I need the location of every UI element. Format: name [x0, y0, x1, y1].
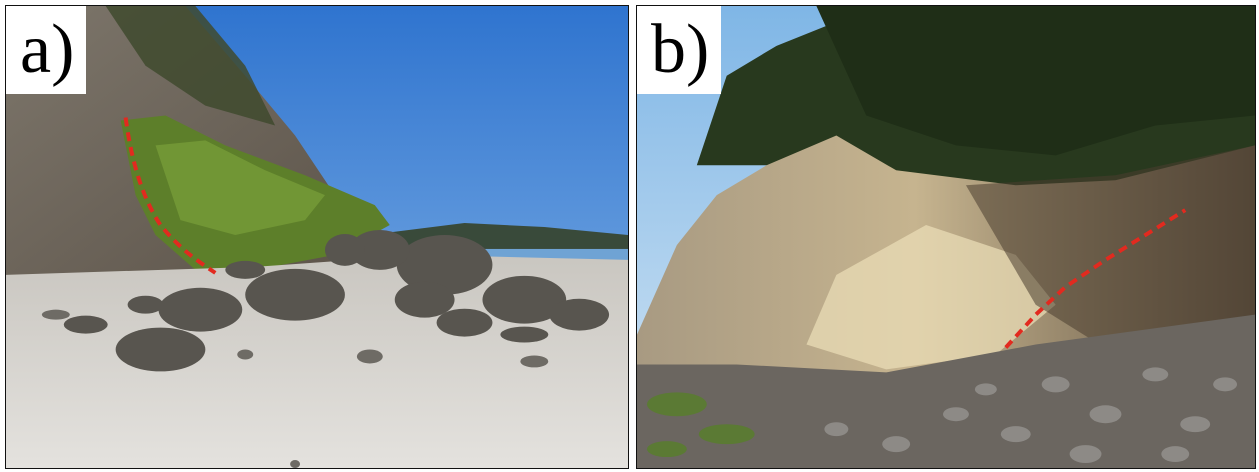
- sunlit-slope: [806, 225, 1056, 370]
- photo-panel-a: a): [5, 5, 629, 469]
- beach-cliff-photo-a: [6, 6, 628, 468]
- photo-panel-b: b): [636, 5, 1256, 469]
- red-dashed-trace-line: [1004, 208, 1187, 349]
- red-dashed-trace-line: [123, 117, 217, 275]
- panel-label-b: b): [637, 6, 722, 94]
- panel-label-a: a): [6, 6, 87, 94]
- trees-top: [105, 6, 276, 126]
- cobbles: [824, 367, 1238, 464]
- cobble-beach: [637, 314, 1255, 468]
- beach-cliff-photo-b: [637, 6, 1255, 468]
- algae-rocks: [646, 392, 755, 458]
- boulders: [63, 230, 610, 372]
